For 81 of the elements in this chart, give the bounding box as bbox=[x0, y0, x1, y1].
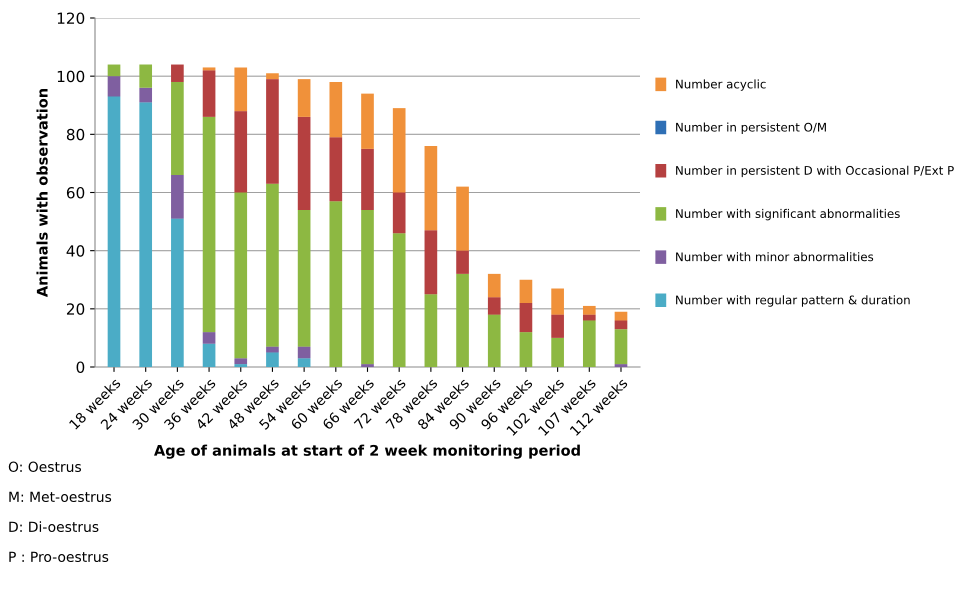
bar bbox=[234, 364, 248, 367]
bar bbox=[234, 111, 248, 192]
bar bbox=[202, 116, 216, 332]
bar bbox=[329, 82, 342, 138]
bar bbox=[234, 67, 248, 112]
bar bbox=[298, 358, 310, 367]
bar bbox=[266, 73, 279, 80]
bar bbox=[392, 233, 406, 367]
bar bbox=[171, 218, 184, 367]
y-tick-label: 0 bbox=[76, 361, 84, 374]
bar bbox=[582, 306, 596, 315]
y-tick-label: 20 bbox=[66, 303, 84, 315]
legend-label: Number with regular pattern & duration bbox=[676, 295, 910, 307]
bar bbox=[298, 79, 310, 117]
bar bbox=[361, 148, 374, 210]
bar bbox=[361, 210, 374, 364]
bar bbox=[266, 79, 279, 184]
bar bbox=[234, 358, 248, 364]
bar bbox=[361, 94, 374, 149]
legend-label: Number in persistent D with Occasional P/Ext P bbox=[676, 166, 954, 178]
bar bbox=[266, 346, 279, 352]
bar bbox=[582, 314, 596, 320]
x-axis-title: Age of animals at start of 2 week monitoring period bbox=[154, 444, 580, 459]
bar bbox=[614, 364, 628, 367]
bar bbox=[456, 250, 469, 274]
bar bbox=[488, 314, 501, 367]
bar bbox=[361, 364, 374, 367]
text: M: Met-oestrus bbox=[9, 492, 112, 502]
y-tick-label: 100 bbox=[58, 70, 84, 82]
bar bbox=[108, 64, 120, 76]
legend-label: Number with significant abnormalities bbox=[676, 208, 900, 220]
bar bbox=[582, 320, 596, 367]
bar bbox=[392, 192, 406, 234]
bar bbox=[108, 76, 120, 97]
bar bbox=[614, 329, 628, 364]
y-axis-title: Animals with observation bbox=[36, 88, 48, 298]
bar bbox=[520, 332, 532, 367]
bar bbox=[108, 96, 120, 367]
bar bbox=[424, 294, 438, 367]
bar bbox=[551, 288, 564, 315]
text: D: Di-oestrus bbox=[9, 521, 98, 532]
text: P : Pro-oestrus bbox=[9, 552, 108, 562]
bar bbox=[298, 210, 310, 347]
bar bbox=[551, 338, 564, 367]
bar bbox=[520, 303, 532, 332]
bar bbox=[298, 116, 310, 210]
bar bbox=[329, 201, 342, 367]
legend-label: Number in persistent O/M bbox=[676, 122, 826, 134]
bar bbox=[392, 108, 406, 192]
bar bbox=[488, 297, 501, 315]
bar bbox=[520, 280, 532, 304]
bar bbox=[202, 67, 216, 70]
bar bbox=[329, 137, 342, 202]
bar bbox=[298, 346, 310, 358]
bar bbox=[488, 274, 501, 298]
bar bbox=[234, 192, 248, 358]
bar bbox=[139, 64, 152, 88]
bar bbox=[424, 146, 438, 230]
bar bbox=[266, 184, 279, 347]
bar bbox=[614, 320, 628, 330]
bar bbox=[139, 88, 152, 102]
bar bbox=[424, 230, 438, 294]
bar bbox=[171, 175, 184, 219]
bar bbox=[171, 64, 184, 82]
y-tick-label: 40 bbox=[66, 245, 84, 257]
text: O: Oestrus bbox=[8, 462, 82, 472]
bar bbox=[551, 314, 564, 338]
bar bbox=[456, 186, 469, 251]
y-tick-label: 60 bbox=[66, 186, 84, 199]
bar bbox=[202, 70, 216, 117]
bar bbox=[456, 274, 469, 367]
legend-label: Number acyclic bbox=[676, 79, 766, 91]
bar bbox=[614, 312, 628, 320]
bar bbox=[202, 344, 216, 367]
legend-label: Number with minor abnormalities bbox=[676, 252, 874, 262]
y-tick-label: 120 bbox=[58, 12, 84, 24]
bar bbox=[266, 352, 279, 367]
bar bbox=[202, 332, 216, 344]
y-tick-label: 80 bbox=[66, 128, 84, 140]
bar bbox=[171, 82, 184, 176]
bar bbox=[139, 102, 152, 367]
